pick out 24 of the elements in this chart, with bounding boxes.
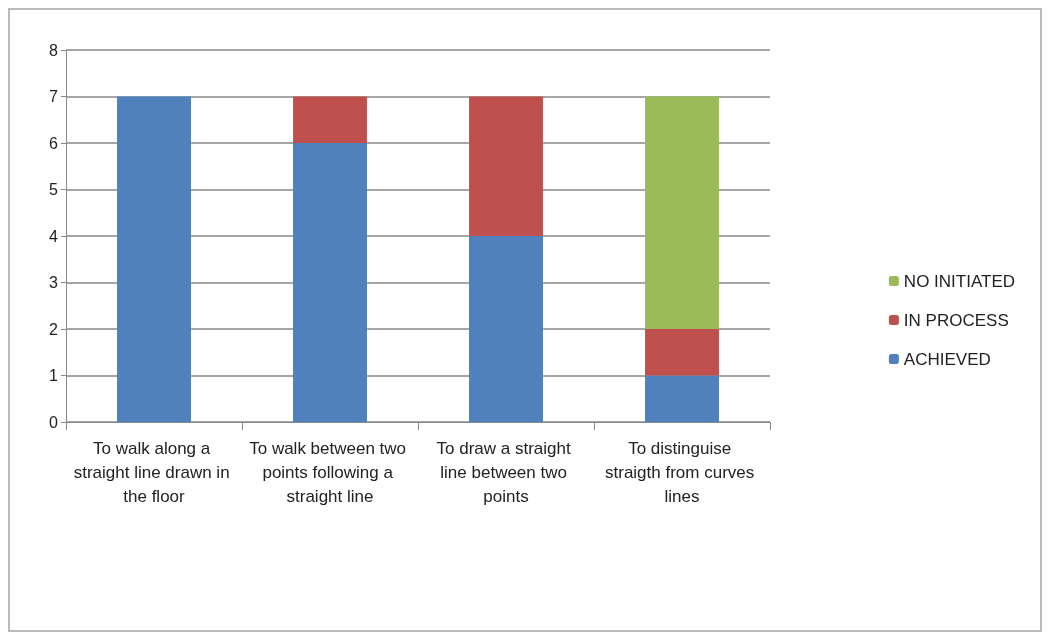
- x-tick-label: To walk between two points following a straight line: [249, 438, 411, 506]
- y-tick-label: 6: [49, 134, 59, 152]
- bar: [645, 96, 719, 329]
- x-tick-label: To draw a straight line between two points: [436, 438, 576, 506]
- legend-label: NO INITIATED: [903, 271, 1016, 291]
- y-tick-label: 2: [49, 320, 59, 338]
- bar: [645, 375, 719, 422]
- x-tick-label: To distinguise straigth from curves lines: [605, 438, 759, 506]
- legend-label: IN PROCESS: [903, 310, 1009, 330]
- bar: [469, 236, 543, 422]
- y-tick-label: 7: [49, 88, 59, 105]
- x-tick-label: To walk along a straight line drawn in the floor: [73, 438, 235, 506]
- y-tick-label: 3: [49, 274, 59, 291]
- y-tick-label: 8: [49, 41, 59, 59]
- bar: [293, 143, 367, 422]
- bar: [293, 96, 367, 143]
- legend-label: ACHIEVED: [903, 349, 991, 369]
- bar: [117, 96, 191, 422]
- y-tick-label: 0: [49, 413, 59, 431]
- y-tick-label: 1: [49, 367, 59, 384]
- bar: [469, 96, 543, 236]
- bar: [645, 329, 719, 376]
- y-tick-label: 5: [49, 181, 59, 198]
- y-tick-label: 4: [49, 227, 59, 245]
